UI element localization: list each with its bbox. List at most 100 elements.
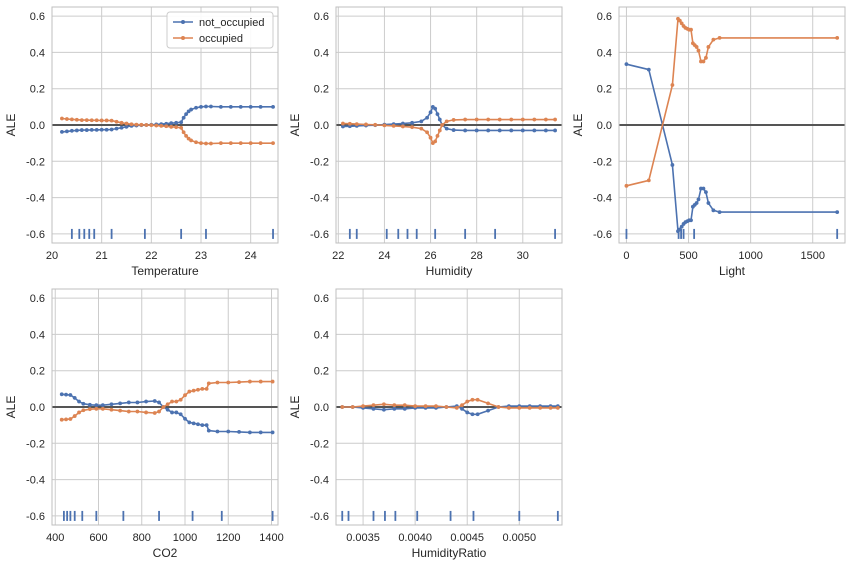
- data-point: [191, 421, 196, 426]
- data-point: [72, 396, 77, 400]
- data-point: [77, 410, 81, 415]
- data-point: [174, 399, 179, 404]
- data-point: [679, 21, 684, 26]
- data-point: [382, 123, 387, 128]
- data-point: [183, 393, 187, 398]
- data-point: [204, 141, 208, 146]
- data-point: [258, 379, 263, 384]
- data-point: [538, 406, 543, 410]
- data-point: [706, 45, 711, 49]
- x-tick-label: 23: [195, 250, 207, 262]
- data-point: [258, 141, 263, 146]
- data-point: [364, 122, 368, 127]
- y-tick-label: 0.6: [314, 293, 329, 305]
- data-point: [463, 117, 468, 122]
- y-axis-label: ALE: [288, 396, 302, 419]
- data-point: [181, 130, 186, 135]
- data-point: [555, 406, 560, 410]
- data-point: [196, 422, 200, 427]
- x-tick-label: 1200: [216, 532, 240, 544]
- data-point: [543, 117, 548, 122]
- data-point: [184, 133, 189, 138]
- data-point: [68, 417, 73, 421]
- data-point: [104, 118, 109, 123]
- data-point: [701, 186, 706, 191]
- data-point: [114, 126, 119, 131]
- data-point: [104, 127, 109, 132]
- data-point: [701, 59, 706, 64]
- data-point: [696, 48, 701, 53]
- data-point: [181, 115, 186, 120]
- data-point: [270, 379, 275, 384]
- data-point: [59, 417, 64, 422]
- data-point: [532, 117, 537, 122]
- data-point: [437, 117, 442, 122]
- data-point: [237, 429, 241, 434]
- data-point: [706, 201, 711, 205]
- data-point: [170, 410, 174, 415]
- data-point: [474, 128, 479, 133]
- data-point: [354, 122, 359, 126]
- data-point: [238, 104, 243, 109]
- data-point: [126, 409, 131, 414]
- data-point: [64, 392, 68, 397]
- data-point: [74, 128, 79, 133]
- x-tick-label: 0.0050: [502, 532, 536, 544]
- data-point: [270, 430, 275, 435]
- y-tick-label: 0.0: [30, 120, 45, 132]
- data-point: [79, 118, 84, 122]
- data-point: [109, 402, 114, 407]
- x-tick-label: 26: [424, 250, 436, 262]
- x-tick-label: 30: [517, 250, 529, 262]
- data-point: [199, 141, 203, 146]
- y-tick-label: 0.0: [597, 120, 612, 132]
- data-point: [486, 117, 491, 122]
- data-point: [149, 123, 154, 128]
- data-point: [68, 393, 73, 397]
- y-tick-label: 0.6: [314, 11, 329, 23]
- data-point: [677, 227, 682, 232]
- data-point: [711, 37, 716, 42]
- data-point: [139, 122, 144, 127]
- plot-frame: [51, 288, 279, 526]
- data-point: [87, 407, 92, 412]
- data-point: [174, 120, 179, 125]
- data-point: [154, 123, 159, 128]
- data-point: [178, 397, 183, 402]
- data-point: [670, 83, 675, 87]
- y-tick-label: 0.2: [30, 84, 45, 96]
- data-point: [206, 381, 211, 386]
- data-point: [392, 406, 397, 411]
- data-point: [509, 117, 514, 122]
- data-point: [434, 404, 438, 408]
- data-point: [425, 130, 429, 135]
- data-point: [497, 128, 502, 133]
- data-point: [361, 404, 365, 408]
- data-point: [109, 407, 114, 412]
- data-point: [486, 408, 490, 413]
- data-point: [77, 399, 81, 404]
- data-point: [465, 410, 470, 415]
- x-tick-label: 1400: [259, 532, 283, 544]
- x-tick-label: 1500: [800, 250, 824, 262]
- data-point: [527, 406, 532, 410]
- data-point: [548, 406, 553, 410]
- data-point: [258, 430, 263, 435]
- data-point: [689, 27, 693, 32]
- data-point: [218, 104, 223, 109]
- data-point: [126, 400, 131, 405]
- data-point: [94, 406, 99, 411]
- data-point: [451, 118, 456, 122]
- data-point: [689, 218, 693, 223]
- data-point: [152, 399, 157, 403]
- data-point: [215, 380, 220, 385]
- data-point: [371, 406, 376, 411]
- data-point: [100, 406, 105, 411]
- data-point: [433, 139, 438, 144]
- data-point: [341, 121, 345, 126]
- y-tick-label: -0.6: [26, 511, 45, 523]
- y-tick-label: 0.4: [314, 47, 329, 59]
- data-point: [64, 417, 68, 422]
- data-point: [419, 126, 424, 131]
- data-point: [475, 412, 480, 417]
